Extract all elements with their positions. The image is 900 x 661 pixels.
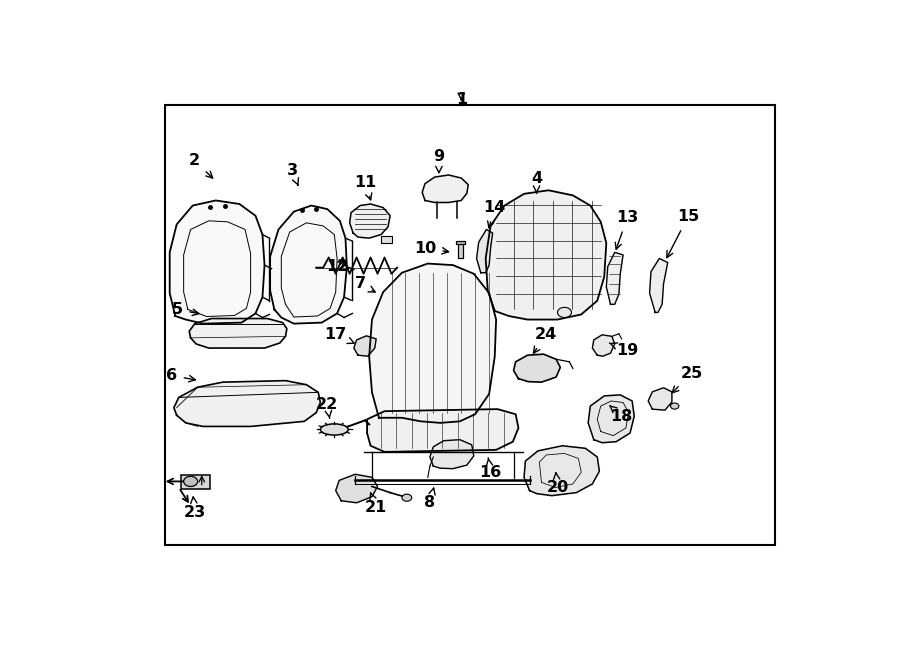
Circle shape: [402, 494, 411, 501]
Polygon shape: [524, 446, 599, 496]
Text: 3: 3: [287, 163, 299, 185]
Text: 14: 14: [483, 200, 506, 228]
Polygon shape: [430, 440, 473, 469]
Circle shape: [557, 307, 572, 317]
Text: 10: 10: [414, 241, 448, 256]
Bar: [458, 243, 464, 258]
Text: 19: 19: [609, 342, 638, 358]
Polygon shape: [650, 258, 668, 313]
Polygon shape: [589, 395, 634, 443]
Text: 17: 17: [325, 327, 355, 344]
Polygon shape: [367, 409, 518, 452]
Polygon shape: [648, 388, 672, 410]
Bar: [181, 475, 211, 489]
Text: 25: 25: [672, 366, 703, 393]
Polygon shape: [174, 381, 320, 426]
Polygon shape: [422, 175, 468, 202]
Bar: [455, 241, 465, 244]
Polygon shape: [486, 190, 607, 319]
Text: 16: 16: [480, 458, 501, 480]
Bar: [165, 104, 775, 545]
Polygon shape: [170, 200, 265, 324]
Polygon shape: [369, 264, 496, 423]
Text: 7: 7: [355, 276, 375, 292]
Text: 9: 9: [434, 149, 445, 173]
Polygon shape: [349, 204, 390, 238]
Polygon shape: [514, 354, 561, 382]
Circle shape: [670, 403, 679, 409]
Text: 15: 15: [667, 210, 699, 258]
Text: 22: 22: [316, 397, 338, 418]
Text: 8: 8: [424, 488, 436, 510]
Text: 2: 2: [189, 153, 212, 178]
Text: 12: 12: [326, 259, 348, 274]
Text: 24: 24: [534, 327, 557, 353]
Text: 20: 20: [546, 473, 569, 495]
Polygon shape: [592, 335, 615, 356]
Polygon shape: [354, 336, 376, 356]
Polygon shape: [607, 253, 623, 304]
Text: 11: 11: [354, 175, 376, 200]
Text: 13: 13: [616, 210, 638, 249]
Polygon shape: [270, 206, 346, 324]
Polygon shape: [477, 229, 492, 273]
Text: 21: 21: [365, 493, 387, 516]
Text: 1: 1: [455, 92, 467, 107]
Text: 18: 18: [610, 406, 633, 424]
Polygon shape: [336, 475, 378, 503]
Text: 6: 6: [166, 368, 195, 383]
Circle shape: [184, 477, 198, 486]
Ellipse shape: [320, 424, 348, 435]
Bar: [381, 236, 392, 243]
Text: 5: 5: [172, 302, 199, 317]
Text: 23: 23: [184, 497, 206, 520]
Polygon shape: [189, 319, 287, 348]
Text: 4: 4: [531, 171, 542, 193]
